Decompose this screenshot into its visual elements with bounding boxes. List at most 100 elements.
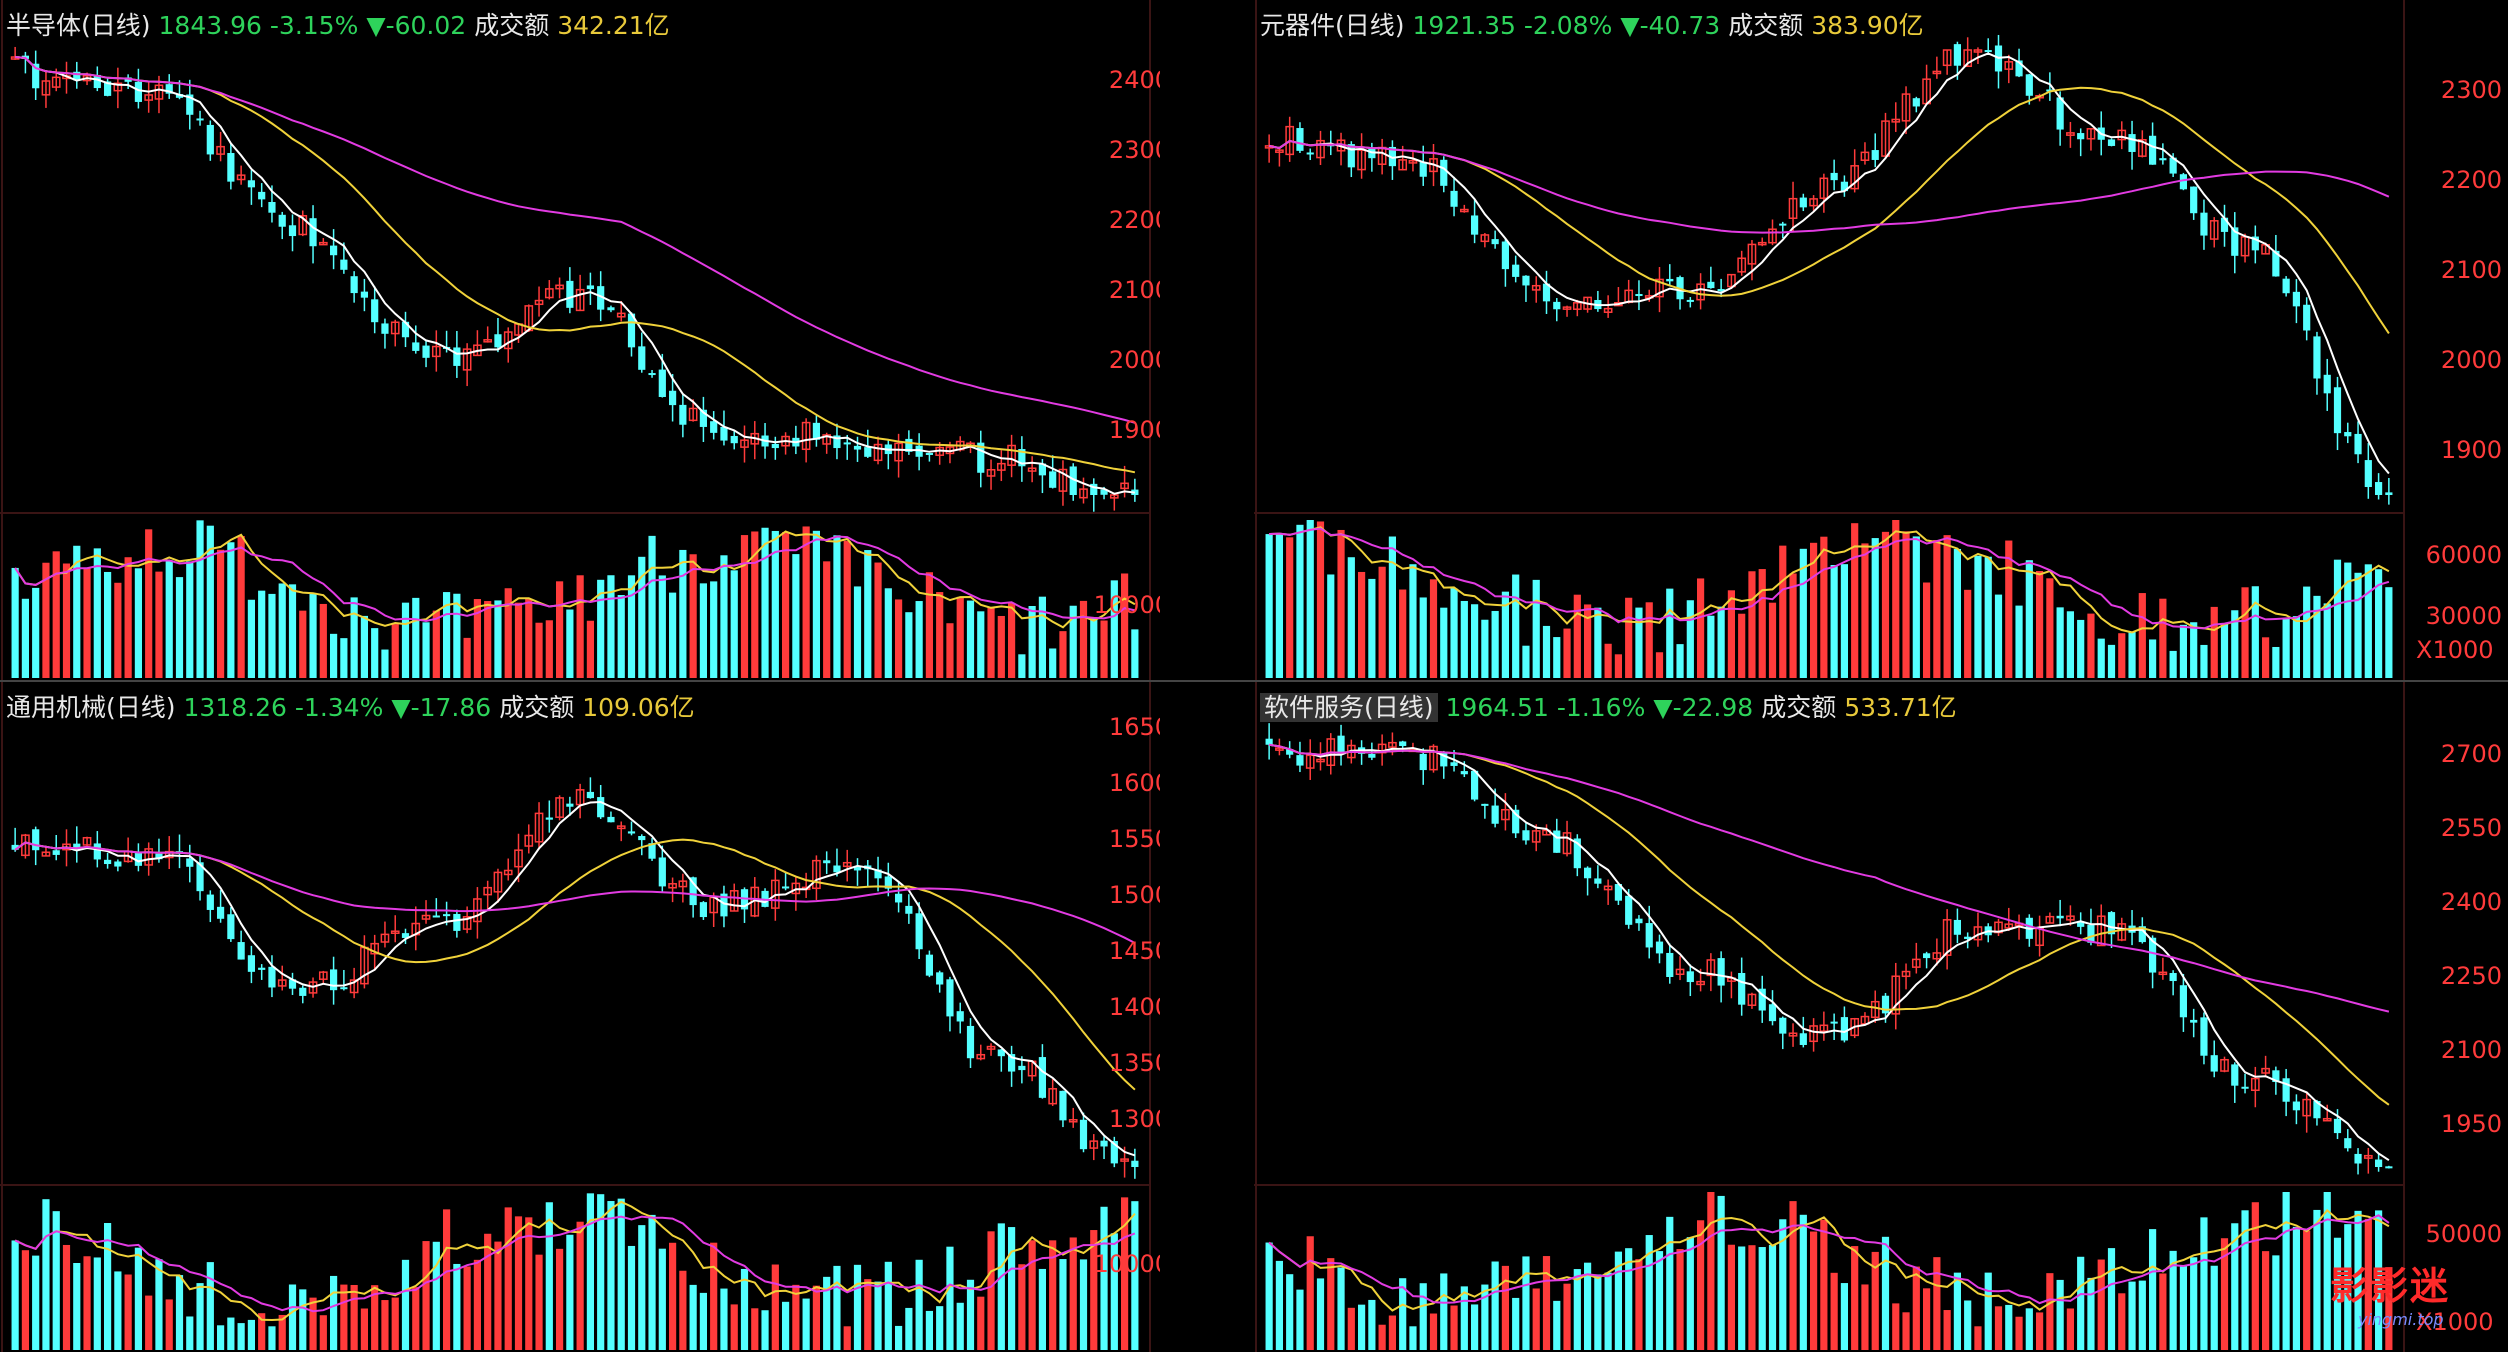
volume-bar: [422, 1241, 430, 1350]
volume-bar: [1953, 1272, 1962, 1350]
chart-panel-components[interactable]: 元器件(日线) 1921.35 -2.08% ▼-40.73 成交额 383.90亿 230…: [1254, 0, 2508, 680]
candle-body-up: [1120, 1158, 1129, 1162]
volume-bar: [1625, 1248, 1633, 1350]
candle-body-down: [1038, 463, 1047, 476]
candle-body-down: [1871, 150, 1879, 160]
change-amount: ▼-40.73: [1620, 11, 1721, 40]
volume-bar: [977, 611, 985, 678]
candle-body-down: [1645, 923, 1653, 948]
price-axis-tick: 2300: [2440, 76, 2502, 104]
price-value: 1921.35: [1412, 11, 1516, 40]
candle-body-down: [1368, 753, 1376, 758]
change-amount: ▼-60.02: [366, 11, 467, 40]
volume-bar: [371, 1285, 379, 1350]
volume-bar: [648, 1214, 656, 1350]
price-axis-tick: 2250: [2440, 962, 2502, 990]
candle-body-down: [2313, 1100, 2321, 1119]
volume-bar: [124, 557, 132, 678]
volume-bar: [1768, 1245, 1777, 1350]
panel-title[interactable]: 元器件(日线): [1260, 11, 1405, 40]
panel-title[interactable]: 软件服务(日线): [1260, 693, 1438, 722]
volume-bar: [237, 1323, 245, 1350]
volume-bar: [668, 1242, 677, 1350]
candle-body-up: [308, 981, 318, 994]
volume-bar: [812, 1285, 821, 1350]
candle-body-up: [82, 836, 92, 846]
volume-bar: [258, 1313, 266, 1350]
price-axis-tick: 2550: [2440, 814, 2502, 842]
candle-body-down: [1440, 751, 1448, 767]
volume-bar: [997, 1223, 1005, 1350]
candle-body-up: [555, 797, 564, 818]
volume-bar: [1429, 1313, 1438, 1350]
candle-body-up: [1007, 444, 1016, 466]
volume-bar: [638, 556, 646, 678]
candle-body-up: [349, 979, 359, 994]
candle-body-up: [812, 859, 821, 890]
amount-value: 109.06亿: [582, 693, 695, 722]
candle-body-down: [679, 404, 687, 425]
panel-title[interactable]: 通用机械(日线): [6, 693, 176, 722]
price-axis-tick: 1950: [2440, 1110, 2502, 1138]
candle-body-up: [1963, 49, 1973, 68]
volume-bar: [1049, 648, 1057, 678]
price-axis-tick: 2400: [2440, 888, 2502, 916]
candle-body-down: [843, 442, 851, 445]
candle-body-down: [545, 817, 553, 820]
volume-bar: [1265, 534, 1273, 678]
volume-bar: [2210, 606, 2218, 678]
chart-panel-semiconductor[interactable]: 半导体(日线) 1843.96 -3.15% ▼-60.02 成交额 342.21亿 240…: [0, 0, 1160, 680]
candle-body-down: [1049, 471, 1057, 488]
volume-bar: [853, 586, 862, 678]
volume-unit-label: X1000: [2416, 1308, 2494, 1336]
volume-bar: [2015, 1316, 2023, 1350]
candle-body-down: [1512, 264, 1520, 277]
chart-panel-software[interactable]: 软件服务(日线) 1964.51 -1.16% ▼-22.98 成交额 533.71亿 27…: [1254, 682, 2508, 1352]
price-axis-tick: 2100: [1108, 276, 1160, 304]
volume-bar: [1707, 615, 1715, 678]
candle-body-down: [2272, 1070, 2280, 1083]
candle-body-up: [1531, 830, 1541, 843]
volume-bar: [1974, 555, 1982, 678]
candle-body-down: [2364, 460, 2372, 488]
chart-panel-machinery[interactable]: 通用机械(日线) 1318.26 -1.34% ▼-17.86 成交额 109.06亿 16…: [0, 682, 1160, 1352]
volume-bar: [2385, 587, 2393, 678]
volume-bar: [802, 526, 810, 678]
volume-bar: [2251, 586, 2259, 678]
panel-title[interactable]: 半导体(日线): [6, 11, 151, 40]
candle-body-down: [278, 214, 286, 227]
volume-bar: [884, 588, 892, 678]
candle-body-up: [236, 174, 246, 181]
price-axis-tick: 2400: [1108, 66, 1160, 94]
candle-body-down: [2190, 186, 2198, 214]
candle-body-down: [997, 1049, 1005, 1057]
candle-body-down: [2148, 135, 2157, 165]
volume-axis-tick: 10000: [1093, 591, 1160, 619]
volume-bar: [1440, 1273, 1448, 1350]
volume-bar: [1306, 520, 1314, 678]
volume-bar: [566, 609, 574, 678]
volume-bar: [1809, 542, 1818, 678]
ma60-line: [1268, 139, 2390, 234]
candle-body-up: [483, 886, 493, 896]
volume-axis-tick: 10000: [1093, 1250, 1160, 1278]
candle-body-down: [258, 967, 266, 970]
candle-body-down: [258, 191, 266, 200]
candle-body-down: [894, 893, 903, 903]
candle-body-up: [390, 930, 400, 934]
volume-bar: [2251, 1202, 2259, 1350]
candle-body-up: [2322, 1117, 2332, 1122]
volume-bar: [525, 1217, 533, 1350]
volume-bar: [2005, 540, 2013, 678]
candle-body-down: [93, 843, 101, 860]
candle-body-down: [607, 816, 615, 823]
volume-bar: [401, 602, 410, 678]
volume-bar: [781, 532, 790, 678]
volume-bar: [2046, 578, 2054, 678]
volume-bar: [1069, 1237, 1077, 1350]
volume-bar: [1779, 1219, 1787, 1350]
volume-bar: [1018, 1264, 1026, 1350]
volume-bar: [576, 1221, 584, 1350]
candle-body-down: [1079, 1119, 1088, 1150]
candle-body-up: [1357, 149, 1366, 171]
